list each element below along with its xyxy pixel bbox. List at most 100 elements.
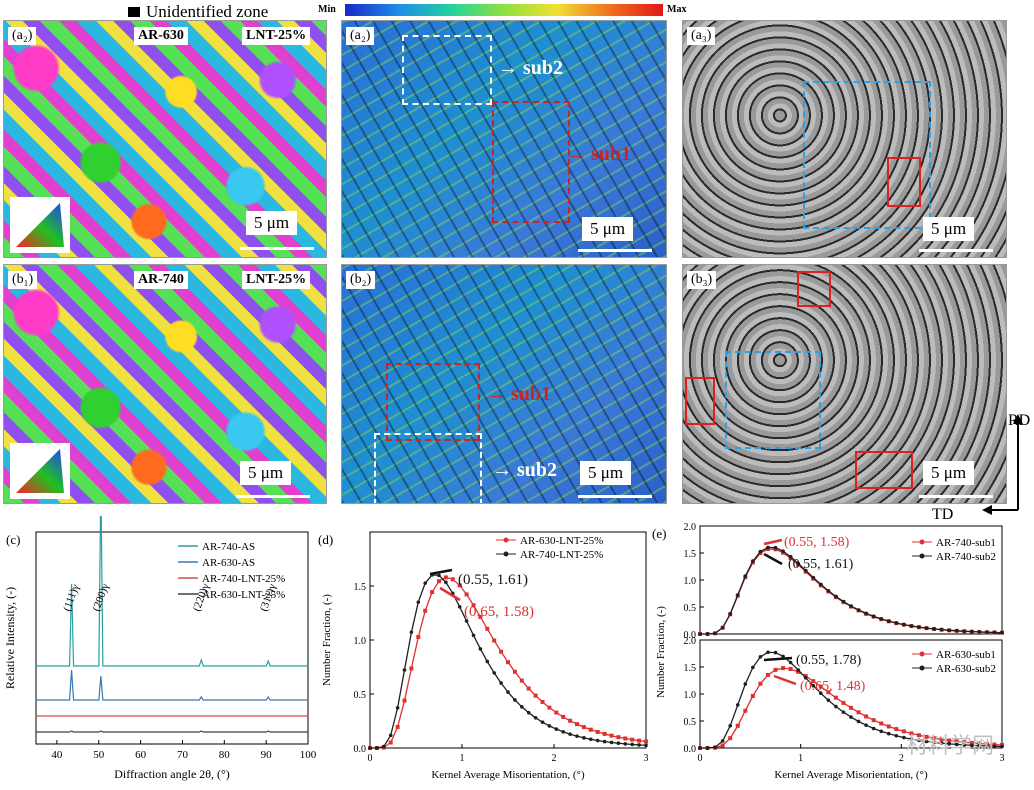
legend-entry: AR-740-AS (202, 541, 255, 553)
kam-data-point (773, 545, 778, 550)
kam-data-point (796, 668, 800, 672)
kam-data-point (909, 624, 914, 628)
kam-data-point (637, 743, 641, 747)
kam-data-point (977, 630, 982, 634)
kam-data-point (788, 660, 793, 665)
peak-annotation: (0.55, 1.58) (784, 535, 850, 550)
kam-data-point (788, 554, 793, 559)
legend-marker (919, 539, 925, 545)
annotation-arrow (763, 538, 783, 546)
kam-data-point (471, 633, 476, 638)
kam-data-point (616, 741, 621, 746)
sub1-label: sub1 (591, 143, 632, 165)
kam-data-point (985, 744, 989, 748)
kam-data-point (932, 627, 936, 631)
kam-data-point (575, 722, 579, 727)
kam-data-point (595, 729, 600, 734)
kam-data-point (901, 729, 906, 734)
panel-label: (b₂) (346, 271, 376, 289)
kam-data-point (705, 746, 710, 750)
kam-data-point (954, 628, 959, 633)
y-tick-label: 1.5 (684, 549, 697, 560)
x-tick-label: 1 (460, 753, 465, 764)
sub2-region (402, 35, 492, 105)
panel-label: (d) (318, 532, 333, 547)
kam-data-point (623, 742, 628, 746)
xrd-chart: (c) 40 50 60 70 80 90 100 Diffraction angle 2θ, … (3, 516, 317, 781)
x-tick-label: 2 (899, 753, 904, 764)
kam-data-point (864, 611, 868, 616)
x-tick-label: 50 (93, 749, 105, 761)
y-tick-label: 2.0 (684, 636, 697, 647)
red-region (797, 271, 831, 307)
y-tick-label: 0.0 (684, 744, 697, 755)
kam-data-point (939, 627, 944, 632)
legend-entry: AR-630-LNT-25% (202, 589, 285, 601)
kam-data-point (818, 684, 823, 689)
kam-data-point (751, 665, 755, 670)
kam-data-point (705, 632, 710, 636)
kam-data-point (409, 666, 414, 671)
kam-data-point (811, 683, 816, 688)
scale-bar-label: 5 μm (240, 461, 292, 485)
y-tick-label: 0.0 (354, 744, 367, 755)
kam-data-point (924, 626, 929, 630)
sub1-region (386, 363, 480, 441)
kam-data-point (811, 679, 816, 684)
kam-data-point (499, 649, 504, 654)
kam-data-point (781, 666, 786, 671)
kam-data-point (506, 660, 510, 665)
kam-data-point (728, 736, 733, 741)
kam-data-point (568, 718, 573, 723)
kam-data-point (720, 743, 725, 748)
kam-data-point (547, 705, 552, 710)
kam-data-point (970, 743, 974, 748)
kam-data-point (395, 706, 400, 710)
x-tick-label: 60 (135, 749, 147, 761)
kam-data-point (1000, 630, 1004, 635)
ipf-triangle-icon (16, 449, 64, 493)
kam-data-point (985, 630, 989, 635)
panel-label: (a₂) (346, 27, 375, 45)
kam-data-point (533, 716, 538, 720)
kam-data-point (423, 581, 427, 585)
y-tick-label: 1.0 (684, 576, 697, 587)
kam-data-point (992, 630, 997, 635)
kam-data-point (758, 681, 763, 686)
x-tick-label: 90 (261, 749, 273, 761)
kam-data-point (977, 741, 982, 746)
kam-data-point (575, 734, 579, 738)
kam-data-point (519, 678, 524, 683)
kam-data-point (886, 724, 891, 729)
peak-annotation: (0.65, 1.48) (800, 679, 866, 694)
kam-data-point (924, 734, 929, 739)
kam-data-point (581, 725, 586, 730)
kam-data-point (841, 710, 846, 714)
kam-data-point (894, 733, 899, 738)
peak-label: (111)γ (61, 583, 82, 613)
annotation-arrow (763, 552, 783, 566)
kam-data-point (947, 742, 951, 746)
kam-data-point (388, 733, 393, 738)
panel-label: (c) (6, 532, 20, 547)
kam-data-point (561, 714, 566, 719)
kam-data-point (750, 694, 755, 699)
kam-data-point (834, 704, 838, 709)
kam-data-point (977, 743, 982, 748)
kam-data-point (713, 745, 717, 750)
xrd-pattern-line (36, 669, 308, 701)
kam-data-point (954, 742, 959, 747)
legend-entry: AR-740-LNT-25% (520, 549, 603, 561)
kam-data-point (492, 671, 496, 675)
unidentified-swatch (128, 7, 140, 17)
kam-data-point (962, 743, 967, 747)
kam-data-point (788, 666, 793, 671)
legend-entry: AR-740-sub1 (936, 537, 996, 549)
kam-data-point (811, 575, 816, 580)
kam-data-point (444, 580, 448, 585)
kam-data-point (402, 668, 407, 672)
kam-data-point (962, 740, 967, 745)
kam-data-point (947, 628, 951, 633)
kam-data-point (886, 619, 891, 623)
kam-data-point (368, 746, 372, 750)
